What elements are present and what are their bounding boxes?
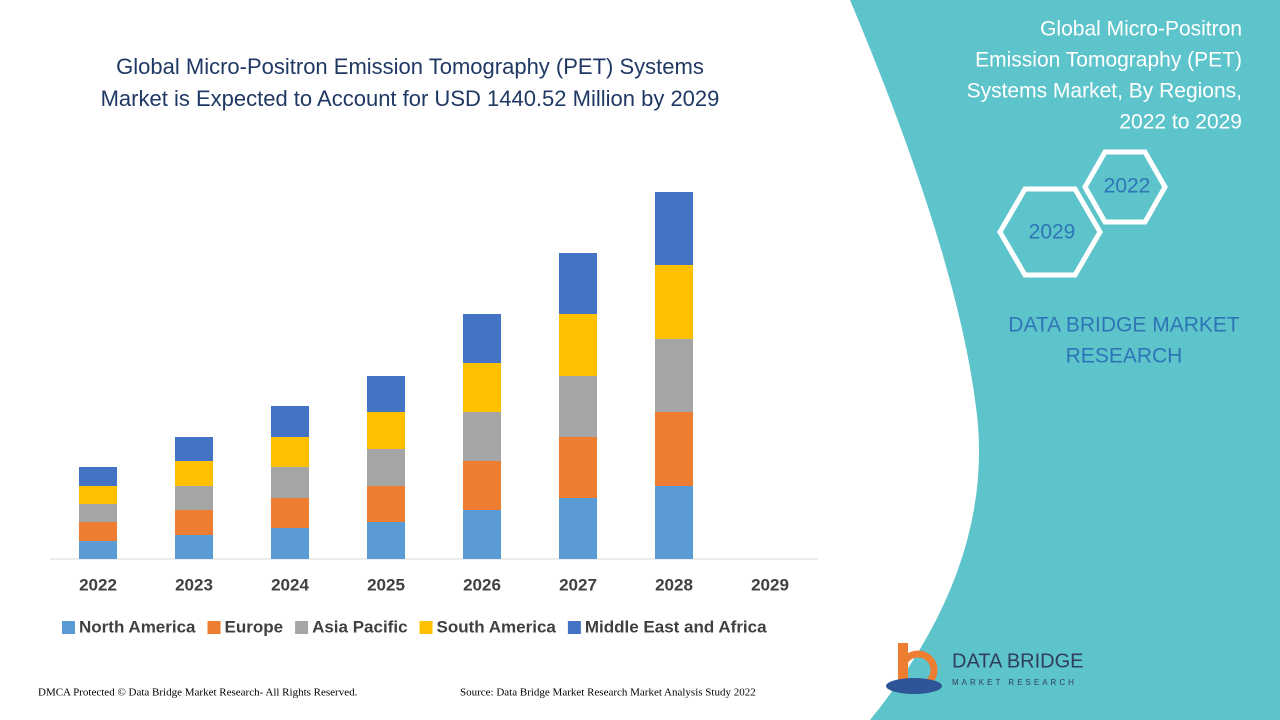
bar-segment bbox=[271, 406, 309, 437]
legend-label: Europe bbox=[225, 617, 284, 636]
hexagon-label: 2029 bbox=[1029, 221, 1076, 244]
logo-tagline: MARKET RESEARCH bbox=[952, 678, 1077, 687]
legend-label: Asia Pacific bbox=[312, 617, 407, 636]
bar-segment bbox=[367, 449, 405, 486]
bar-segment bbox=[271, 437, 309, 467]
footer-rights: DMCA Protected © Data Bridge Market Rese… bbox=[38, 687, 358, 699]
bar-segment bbox=[655, 192, 693, 265]
x-tick-label: 2029 bbox=[751, 575, 789, 594]
bar-segment bbox=[367, 486, 405, 522]
x-tick-label: 2027 bbox=[559, 575, 597, 594]
bar-segment bbox=[463, 314, 501, 363]
x-tick-label: 2028 bbox=[655, 575, 693, 594]
bar-segment bbox=[271, 528, 309, 559]
legend-swatch bbox=[567, 621, 581, 634]
legend-swatch bbox=[419, 621, 433, 634]
bar-segment bbox=[655, 265, 693, 339]
bar-segment bbox=[655, 412, 693, 486]
bar-segment bbox=[559, 314, 597, 376]
bar-segment bbox=[463, 363, 501, 412]
bar-segment bbox=[655, 486, 693, 559]
footer-source: Source: Data Bridge Market Research Mark… bbox=[460, 687, 756, 699]
bar-segment bbox=[271, 498, 309, 528]
bar-segment bbox=[463, 461, 501, 510]
legend-swatch bbox=[295, 621, 309, 634]
bar-segment bbox=[175, 535, 213, 559]
bar-segment bbox=[559, 376, 597, 437]
brand-text: DATA BRIDGE MARKET bbox=[1008, 314, 1240, 337]
bar-segment bbox=[559, 498, 597, 559]
legend-swatch bbox=[207, 621, 221, 634]
bar-segment bbox=[559, 253, 597, 314]
bar-segment bbox=[655, 339, 693, 412]
legend-label: South America bbox=[437, 617, 557, 636]
brand-text: RESEARCH bbox=[1066, 345, 1183, 368]
panel-title: Systems Market, By Regions, bbox=[967, 80, 1242, 103]
chart-title: Global Micro-Positron Emission Tomograph… bbox=[116, 54, 704, 79]
hexagon bbox=[1082, 149, 1168, 225]
panel-title: 2022 to 2029 bbox=[1119, 111, 1242, 134]
bar-segment bbox=[79, 504, 117, 522]
x-tick-label: 2023 bbox=[175, 575, 213, 594]
side-panel bbox=[850, 0, 1280, 720]
panel-title: Emission Tomography (PET) bbox=[975, 49, 1242, 72]
x-tick-label: 2022 bbox=[79, 575, 117, 594]
bar-segment bbox=[79, 541, 117, 559]
legend-swatch bbox=[62, 621, 75, 634]
bar-segment bbox=[79, 522, 117, 541]
bar-segment bbox=[559, 437, 597, 498]
bar-segment bbox=[175, 461, 213, 486]
bar-segment bbox=[79, 467, 117, 486]
hexagon bbox=[997, 186, 1103, 278]
logo-icon bbox=[886, 643, 942, 694]
bar-segment bbox=[175, 510, 213, 535]
bar-segment bbox=[271, 467, 309, 498]
chart-title: Market is Expected to Account for USD 14… bbox=[101, 86, 720, 111]
legend-label: Middle East and Africa bbox=[585, 617, 767, 636]
x-tick-label: 2024 bbox=[271, 575, 309, 594]
panel-title: Global Micro-Positron bbox=[1040, 18, 1242, 41]
bar-segment bbox=[367, 412, 405, 449]
bar-segment bbox=[175, 486, 213, 510]
bar-segment bbox=[463, 510, 501, 559]
bar-segment bbox=[367, 376, 405, 412]
legend-label: North America bbox=[79, 617, 196, 636]
hexagon-label: 2022 bbox=[1104, 175, 1151, 198]
bar-segment bbox=[175, 437, 213, 461]
x-tick-label: 2025 bbox=[367, 575, 405, 594]
bar-segment bbox=[367, 522, 405, 559]
logo-name: DATA BRIDGE bbox=[952, 650, 1084, 672]
bar-segment bbox=[79, 486, 117, 504]
x-tick-label: 2026 bbox=[463, 575, 501, 594]
bar-segment bbox=[463, 412, 501, 461]
